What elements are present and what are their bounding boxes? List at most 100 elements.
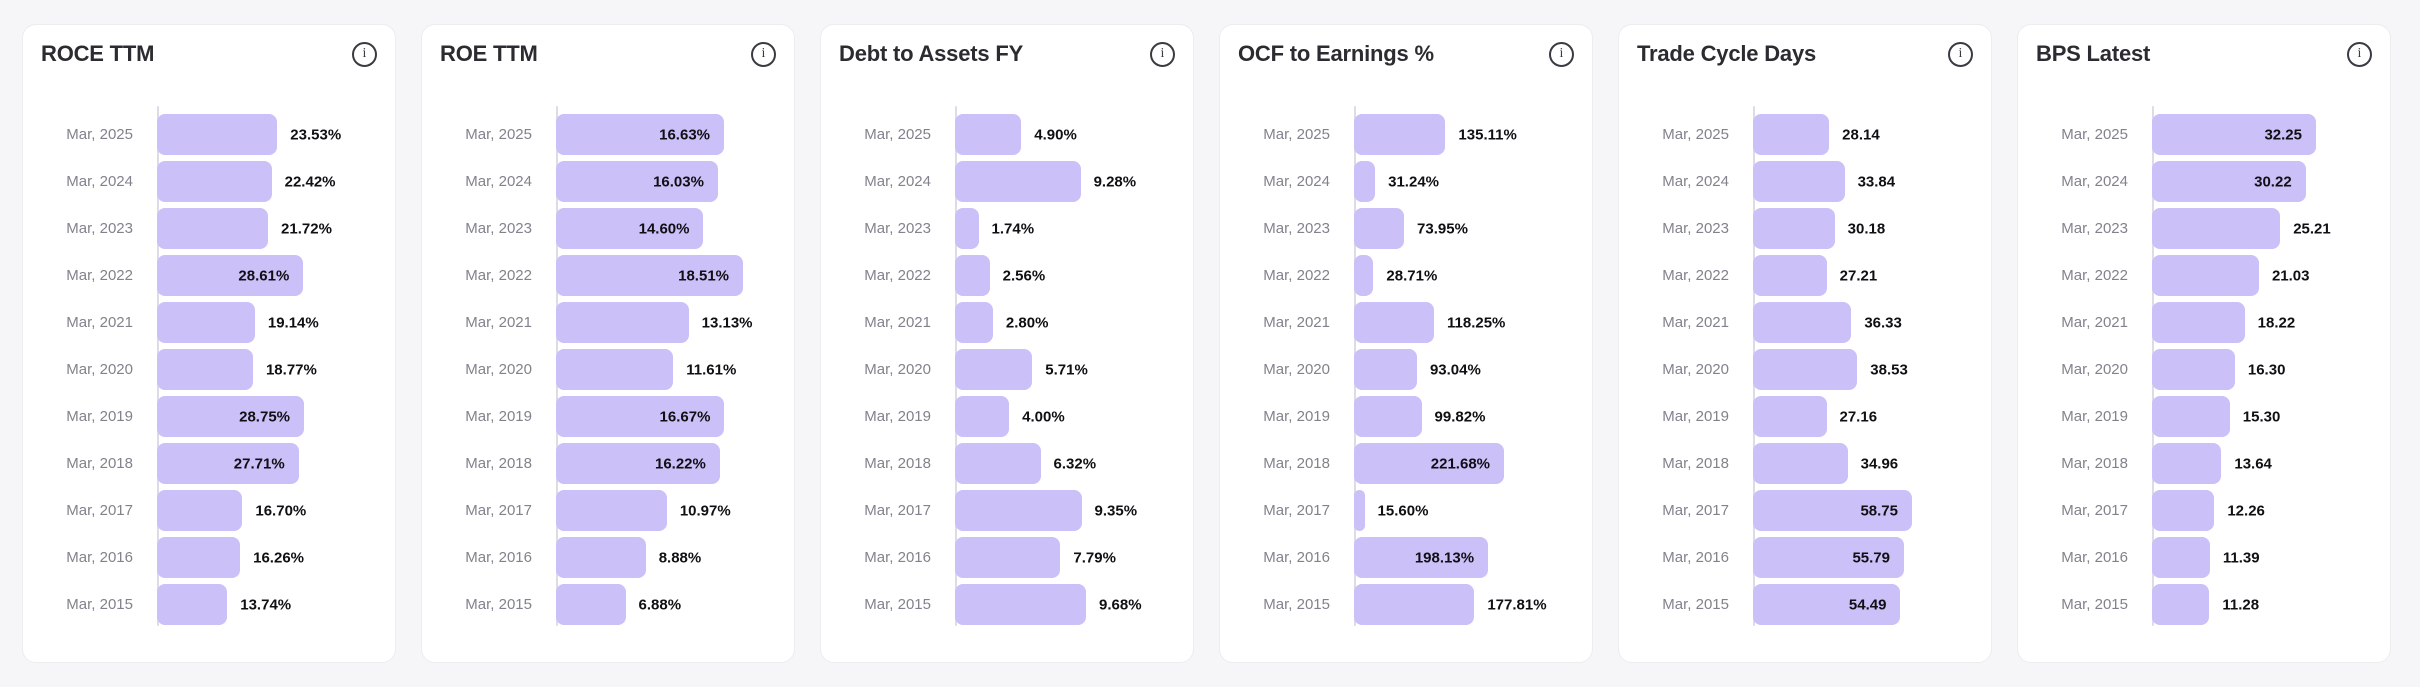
bar-area: 4.00% <box>955 393 1175 440</box>
bar[interactable] <box>556 584 626 625</box>
chart-row: Mar, 2019 27.16 <box>1637 393 1973 440</box>
bar[interactable] <box>1753 584 1901 625</box>
chart-row: Mar, 2022 27.21 <box>1637 252 1973 299</box>
bar[interactable] <box>2152 490 2215 531</box>
info-icon[interactable]: i <box>1549 41 1574 67</box>
bar[interactable] <box>556 302 689 343</box>
chart-row: Mar, 2020 18.77% <box>41 346 377 393</box>
bar[interactable] <box>157 584 228 625</box>
bar[interactable] <box>2152 443 2222 484</box>
bar[interactable] <box>955 114 1022 155</box>
bar[interactable] <box>955 208 979 249</box>
bar[interactable] <box>556 396 725 437</box>
bar[interactable] <box>955 537 1061 578</box>
bar[interactable] <box>1354 161 1376 202</box>
chart-row: Mar, 2022 21.03 <box>2036 252 2372 299</box>
info-icon[interactable]: i <box>1150 41 1175 67</box>
bar[interactable] <box>157 255 304 296</box>
value-label: 23.53% <box>290 126 342 143</box>
bar[interactable] <box>955 255 990 296</box>
info-icon[interactable]: i <box>751 41 776 67</box>
value-label: 27.21 <box>1839 267 1878 284</box>
bar[interactable] <box>1753 161 1845 202</box>
bar-area: 1.74% <box>955 205 1175 252</box>
chart-row: Mar, 2023 73.95% <box>1238 205 1574 252</box>
value-label: 31.24% <box>1388 173 1439 190</box>
bar[interactable] <box>1753 349 1858 390</box>
bar[interactable] <box>157 302 255 343</box>
chart-row: Mar, 2017 15.60% <box>1238 487 1574 534</box>
bar-chart: Mar, 2025 23.53% Mar, 2024 22.42% Mar, 2… <box>41 106 377 628</box>
bar[interactable] <box>157 443 299 484</box>
bar[interactable] <box>955 161 1081 202</box>
bar[interactable] <box>955 490 1082 531</box>
bar-area: 9.68% <box>955 581 1175 628</box>
bar[interactable] <box>1354 255 1374 296</box>
bar[interactable] <box>2152 537 2210 578</box>
bar[interactable] <box>157 114 278 155</box>
bar[interactable] <box>157 349 253 390</box>
category-label: Mar, 2024 <box>1662 173 1729 190</box>
bar[interactable] <box>1753 537 1904 578</box>
bar[interactable] <box>955 396 1010 437</box>
bar[interactable] <box>2152 302 2245 343</box>
bar[interactable] <box>556 537 646 578</box>
bar[interactable] <box>556 349 674 390</box>
bar-area: 7.79% <box>955 534 1175 581</box>
chart-row: Mar, 2017 9.35% <box>839 487 1175 534</box>
bar[interactable] <box>2152 161 2306 202</box>
bar[interactable] <box>1354 114 1446 155</box>
bar[interactable] <box>1354 443 1504 484</box>
value-label: 30.18 <box>1847 220 1886 237</box>
chart-row: Mar, 2022 2.56% <box>839 252 1175 299</box>
bar-area: 36.33 <box>1753 299 1973 346</box>
category-label: Mar, 2015 <box>66 596 133 613</box>
chart-row: Mar, 2017 16.70% <box>41 487 377 534</box>
info-icon[interactable]: i <box>352 41 377 67</box>
bar[interactable] <box>1354 490 1365 531</box>
bar[interactable] <box>955 349 1033 390</box>
bar[interactable] <box>1354 584 1475 625</box>
bar[interactable] <box>1753 114 1830 155</box>
bar[interactable] <box>2152 396 2230 437</box>
bar[interactable] <box>1354 537 1489 578</box>
info-icon[interactable]: i <box>2347 41 2372 67</box>
bar[interactable] <box>955 584 1086 625</box>
bar[interactable] <box>556 161 718 202</box>
bar[interactable] <box>157 208 269 249</box>
bar[interactable] <box>1753 396 1827 437</box>
bar[interactable] <box>1753 302 1852 343</box>
bar[interactable] <box>2152 584 2210 625</box>
chart-row: Mar, 2020 16.30 <box>2036 346 2372 393</box>
category-label: Mar, 2024 <box>864 173 931 190</box>
bar[interactable] <box>2152 208 2281 249</box>
bar[interactable] <box>556 114 724 155</box>
bar[interactable] <box>955 302 993 343</box>
value-label: 177.81% <box>1487 596 1547 613</box>
bar[interactable] <box>1753 443 1848 484</box>
bar[interactable] <box>157 161 272 202</box>
bar[interactable] <box>1354 302 1434 343</box>
bar[interactable] <box>556 443 720 484</box>
bar[interactable] <box>2152 349 2235 390</box>
bar-area: 30.18 <box>1753 205 1973 252</box>
bar[interactable] <box>955 443 1041 484</box>
bar[interactable] <box>1354 208 1405 249</box>
bar[interactable] <box>2152 255 2259 296</box>
bar[interactable] <box>157 490 243 531</box>
bar-area: 21.72% <box>157 205 377 252</box>
bar[interactable] <box>1753 208 1835 249</box>
bar[interactable] <box>1753 255 1827 296</box>
info-icon[interactable]: i <box>1948 41 1973 67</box>
bar[interactable] <box>556 490 667 531</box>
bar[interactable] <box>157 537 241 578</box>
chart-row: Mar, 2023 25.21 <box>2036 205 2372 252</box>
bar[interactable] <box>1354 349 1417 390</box>
bar[interactable] <box>556 255 743 296</box>
bar[interactable] <box>2152 114 2316 155</box>
bar[interactable] <box>157 396 304 437</box>
bar-area: 55.79 <box>1753 534 1973 581</box>
bar[interactable] <box>1753 490 1912 531</box>
bar[interactable] <box>1354 396 1422 437</box>
bar[interactable] <box>556 208 704 249</box>
